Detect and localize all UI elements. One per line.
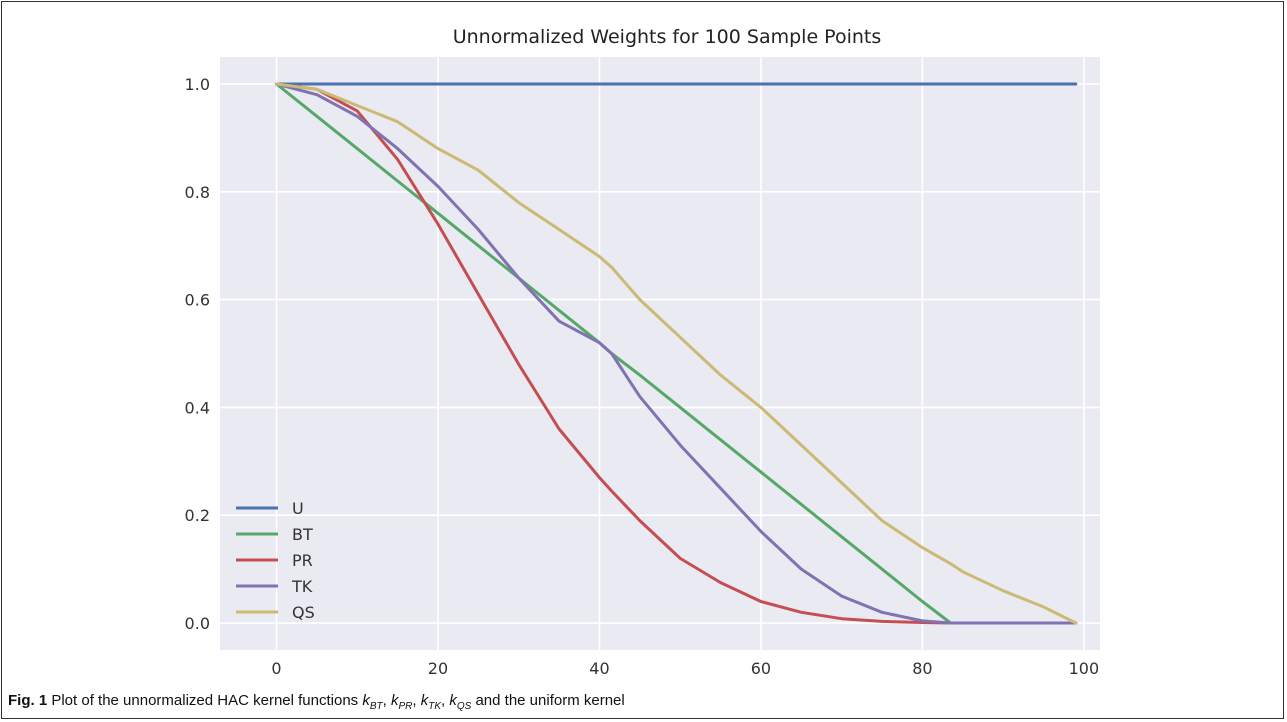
x-tick-label: 40 — [589, 659, 609, 678]
x-tick-label: 100 — [1069, 659, 1100, 678]
caption-kernel-list: kBT, kPR, kTK, kQS — [362, 692, 472, 712]
legend-label-u: U — [292, 499, 304, 518]
legend-label-pr: PR — [292, 551, 313, 570]
caption-kernel-symbol: kTK — [420, 692, 441, 712]
caption-kernel-symbol: kBT — [362, 692, 383, 712]
y-tick-label: 0.8 — [185, 183, 210, 202]
y-tick-label: 0.2 — [185, 506, 210, 525]
legend: U BT PR TK QS — [236, 499, 315, 622]
caption-label: Fig. 1 — [8, 692, 48, 709]
legend-label-bt: BT — [292, 525, 313, 544]
y-tick-label: 1.0 — [185, 75, 210, 94]
series-line-qs — [275, 82, 1078, 625]
legend-label-tk: TK — [291, 577, 313, 596]
y-tick-label: 0.0 — [185, 614, 210, 633]
x-tick-label: 80 — [912, 659, 932, 678]
caption-kernel-symbol: kPR — [390, 692, 413, 712]
caption-text-before: Plot of the unnormalized HAC kernel func… — [47, 692, 363, 709]
caption-kernel-symbol: kQS — [449, 692, 472, 712]
tick-labels: 0 20 40 60 80 100 0.0 0.2 0.4 0.6 0.8 1.0 — [185, 75, 1100, 678]
y-tick-label: 0.6 — [185, 291, 210, 310]
y-tick-label: 0.4 — [185, 398, 210, 417]
chart-title: Unnormalized Weights for 100 Sample Poin… — [453, 26, 882, 48]
x-tick-label: 20 — [428, 659, 448, 678]
x-tick-label: 60 — [751, 659, 771, 678]
series-layer — [275, 82, 1078, 625]
figure-caption: Fig. 1 Plot of the unnormalized HAC kern… — [8, 692, 625, 712]
series-line-tk — [275, 82, 1078, 625]
legend-label-qs: QS — [292, 603, 315, 622]
x-tick-label: 0 — [271, 659, 281, 678]
caption-text-after: and the uniform kernel — [471, 692, 625, 709]
